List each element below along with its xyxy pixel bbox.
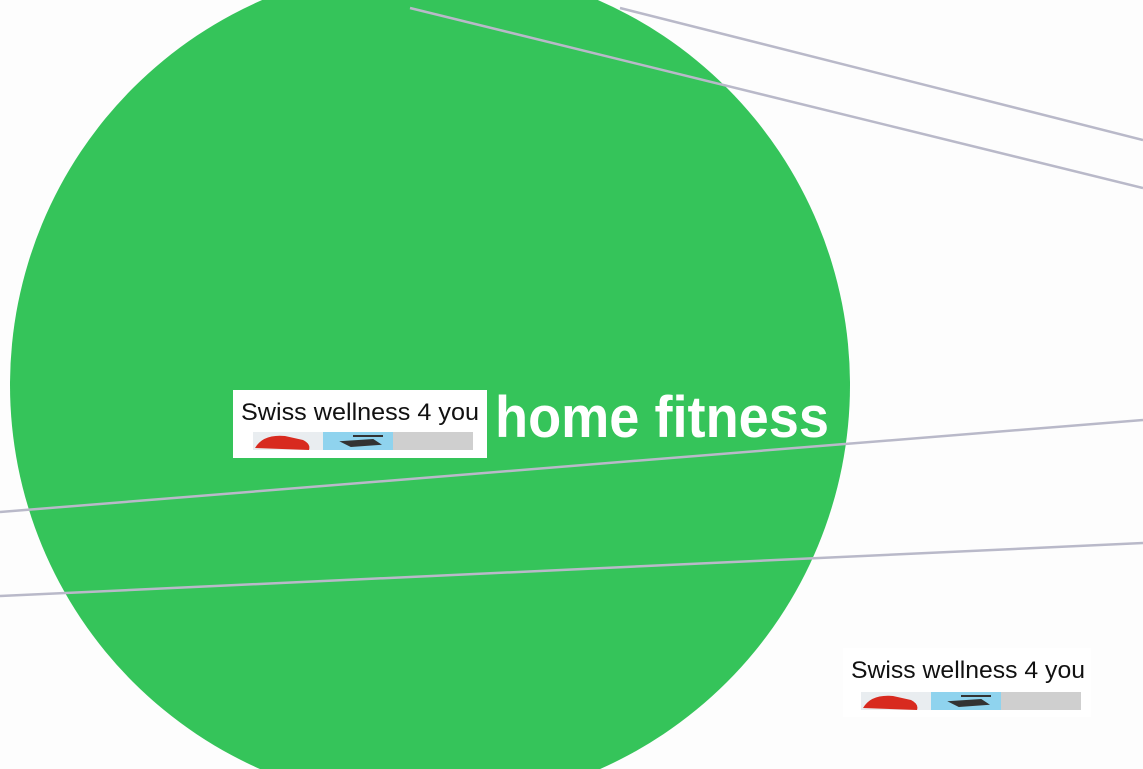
logo-car — [255, 435, 310, 450]
logo-heli — [339, 435, 383, 448]
logo: Swiss wellness 4 you — [233, 390, 487, 458]
line — [0, 541, 1143, 598]
green-circle — [10, 0, 850, 769]
line — [0, 418, 1143, 514]
logo-boat — [393, 432, 473, 450]
logo: Swiss wellness 4 you — [843, 648, 1091, 717]
logo-text: Swiss wellness 4 you — [241, 399, 479, 426]
logo-text: Swiss wellness 4 you — [851, 657, 1085, 684]
logo-heli — [947, 695, 991, 708]
decor-lines — [0, 6, 1143, 598]
line — [619, 6, 1143, 142]
line — [409, 6, 1143, 190]
logo-boat — [1001, 692, 1081, 710]
logo-car — [863, 695, 918, 710]
headline: home fitness — [495, 385, 829, 450]
